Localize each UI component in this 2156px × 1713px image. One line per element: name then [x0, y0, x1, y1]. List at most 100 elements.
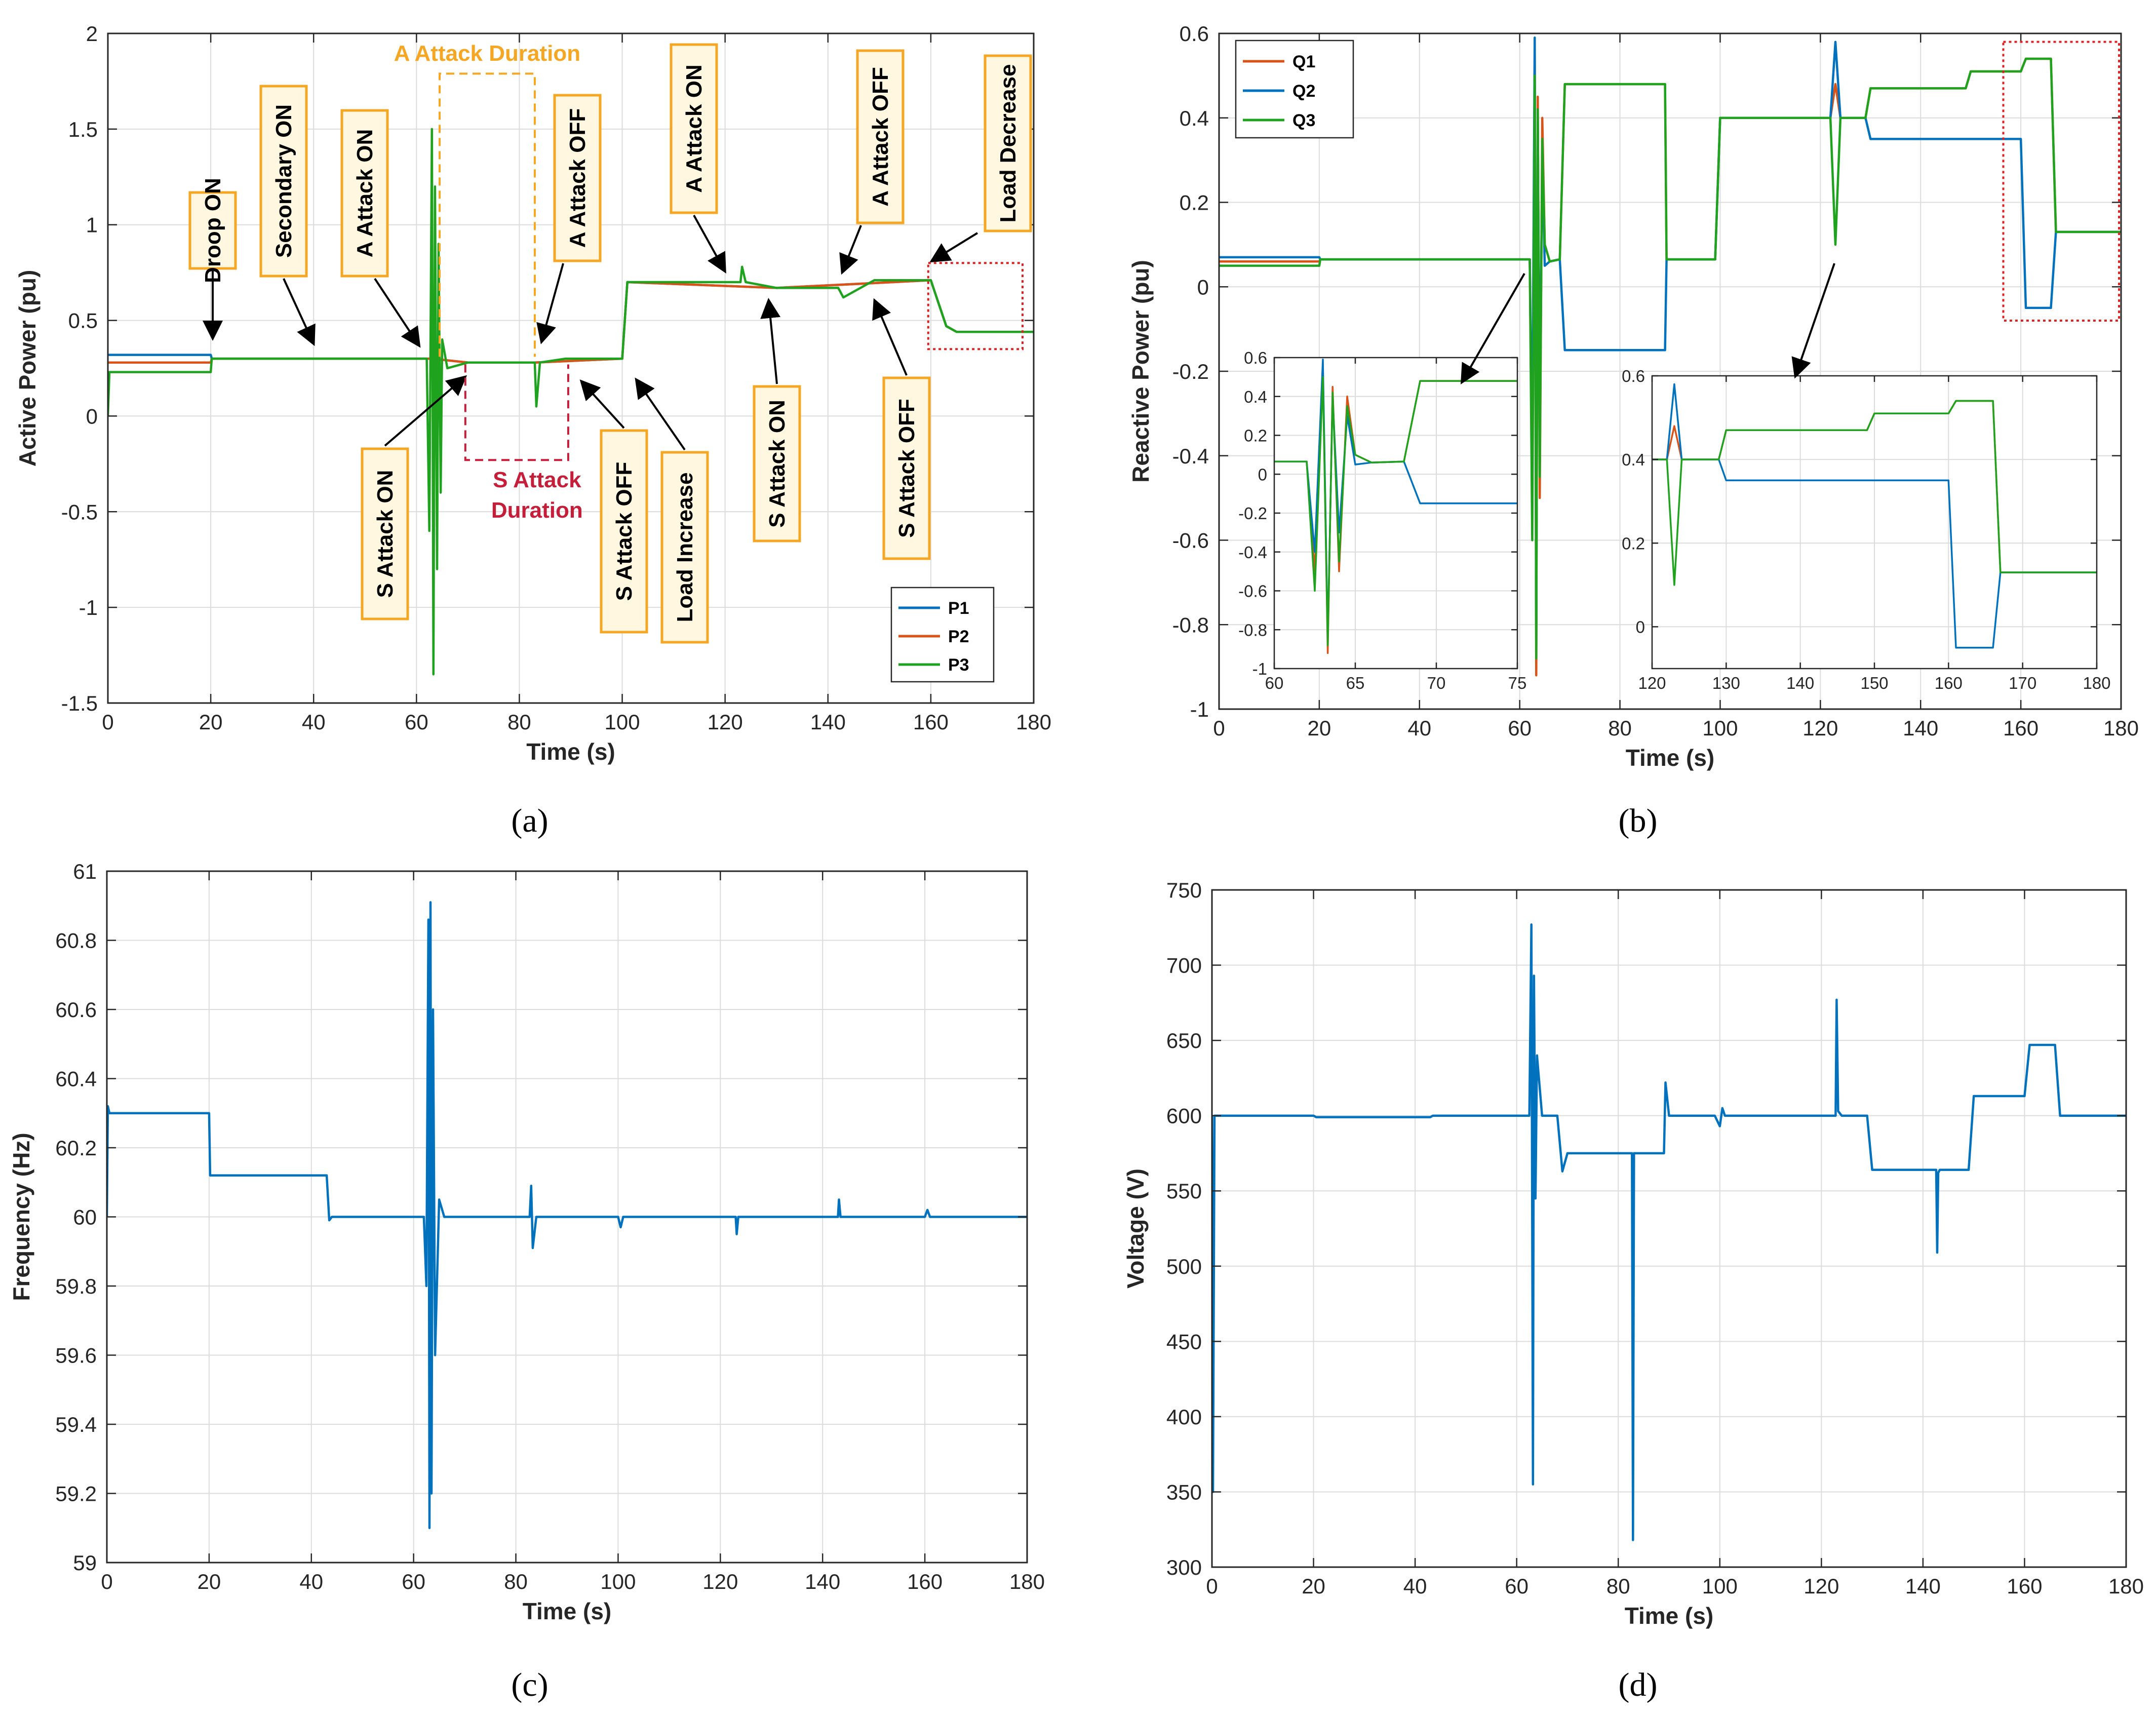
annotation-label: A Attack OFF [565, 108, 590, 248]
y-tick-label: 59.6 [55, 1344, 97, 1368]
y-tick-label: -0.2 [1172, 360, 1209, 383]
annotation-label: Droop ON [201, 178, 225, 283]
y-tick-label: -0.5 [61, 500, 98, 524]
annotation-label: S Attack OFF [894, 399, 919, 538]
x-tick-label: 170 [2009, 674, 2036, 692]
x-axis-label: Time (s) [1626, 745, 1715, 771]
y-tick-label: 0 [86, 404, 98, 428]
x-tick-label: 40 [1403, 1574, 1427, 1598]
legend-label-q1: Q1 [1292, 52, 1315, 71]
y-axis-label: Active Power (pu) [14, 270, 41, 467]
y-tick-label: 0.4 [1180, 106, 1209, 130]
annotation-label: S Attack OFF [612, 462, 637, 601]
series-line-q3 [1652, 400, 2097, 586]
y-tick-label: -0.8 [1172, 613, 1209, 637]
y-tick-label: 61 [73, 860, 97, 883]
annotation-label: Load Increase [673, 473, 697, 622]
legend-label-q3: Q3 [1292, 111, 1315, 130]
x-tick-label: 100 [1702, 1574, 1738, 1598]
panel-caption: (d) [1619, 1666, 1658, 1703]
x-tick-label: 0 [102, 710, 113, 734]
annotation-box [984, 54, 1032, 232]
annotation-arrow [635, 377, 686, 451]
panel-caption: (b) [1619, 802, 1658, 839]
y-tick-label: 0.6 [1622, 367, 1645, 385]
y-tick-label: 0.5 [68, 309, 98, 333]
y-tick-label: 0.2 [1180, 191, 1209, 215]
x-tick-label: 0 [1206, 1574, 1218, 1598]
annotation-arrow [536, 263, 564, 344]
annotation-box [340, 109, 389, 278]
annotation-label: S Attack ON [373, 470, 398, 598]
annotation-arrow [579, 379, 625, 429]
x-tick-label: 60 [1505, 1574, 1528, 1598]
y-tick-label: 0.2 [1622, 534, 1645, 553]
y-tick-label: 300 [1166, 1555, 1202, 1579]
inset-panel-late-response: 120 130 140 150 160 170 180 0 0.2 0.4 0.6 [1622, 367, 2110, 692]
annotation-arrow [839, 225, 862, 275]
x-tick-label: 180 [2103, 716, 2139, 740]
y-tick-label: 1 [86, 213, 98, 237]
y-tick-label: -0.4 [1172, 444, 1209, 468]
s-attack-duration-bracket [464, 364, 569, 461]
annotation-label: A Attack OFF [868, 67, 893, 206]
y-tick-label: 0 [1636, 617, 1645, 636]
y-tick-label: 59 [73, 1551, 97, 1575]
x-tick-label: 120 [1638, 674, 1666, 692]
x-tick-label: 60 [402, 1570, 425, 1593]
x-tick-label: 160 [2007, 1574, 2042, 1598]
annotation-arrow [1791, 263, 1835, 379]
y-tick-label: -0.6 [1172, 529, 1209, 553]
x-tick-label: 80 [1606, 1574, 1630, 1598]
legend-label-p3: P3 [948, 655, 969, 675]
y-tick-label: 650 [1166, 1029, 1202, 1053]
annotation-box [553, 94, 602, 262]
annotation-arrow [693, 215, 726, 274]
x-tick-label: 130 [1712, 674, 1740, 692]
x-tick-label: 100 [605, 710, 640, 734]
annotation-arrow [374, 278, 421, 348]
annotation-label: Load Decrease [996, 64, 1021, 222]
series-line-q3 [1274, 376, 1517, 646]
y-axis-label: Frequency (Hz) [8, 1133, 34, 1301]
x-tick-label: 40 [1407, 716, 1431, 740]
x-axis-label: Time (s) [1625, 1603, 1714, 1629]
series-line-p3 [108, 128, 1034, 676]
y-tick-label: 600 [1166, 1104, 1202, 1128]
x-tick-label: 60 [405, 710, 428, 734]
y-tick-label: 0 [1197, 275, 1209, 299]
annotation-arrow [1461, 273, 1525, 384]
x-tick-label: 60 [1265, 674, 1284, 692]
axes-background [1212, 890, 2126, 1567]
panel-caption: (a) [511, 802, 548, 839]
y-tick-label: -0.8 [1238, 620, 1267, 639]
y-tick-label: 450 [1166, 1330, 1202, 1353]
s-attack-duration-label: Duration [491, 498, 583, 523]
y-tick-label: 59.4 [55, 1413, 97, 1436]
y-tick-label: -1 [79, 596, 98, 619]
y-tick-label: 400 [1166, 1405, 1202, 1429]
y-tick-label: 750 [1166, 878, 1202, 902]
y-tick-label: 0.6 [1180, 22, 1209, 46]
legend-label-q2: Q2 [1292, 82, 1315, 101]
x-tick-label: 80 [507, 710, 531, 734]
x-tick-label: 180 [1016, 710, 1051, 734]
y-tick-label: 60.4 [55, 1067, 97, 1091]
x-tick-label: 40 [299, 1570, 323, 1593]
inset-panel-early-transient: 60 65 70 75 -1 -0.8 -0.6 -0.4 -0.2 0 0.2 0.4 0.6 [1238, 348, 1526, 692]
x-tick-label: 160 [907, 1570, 943, 1593]
y-tick-label: 350 [1166, 1480, 1202, 1504]
x-tick-label: 160 [913, 710, 949, 734]
annotation-label: S Attack ON [765, 400, 790, 528]
a-attack-duration-bracket [439, 72, 536, 357]
axes-frame [1211, 889, 2127, 1568]
x-tick-label: 20 [1302, 1574, 1325, 1598]
y-tick-label: 60.8 [55, 929, 97, 953]
x-tick-label: 120 [1804, 1574, 1839, 1598]
annotation-label: A Attack ON [352, 129, 377, 257]
chart-panel-c: 0 20 40 60 80 100 120 140 160 180 59 59.2 59.4 59.6 59… [8, 860, 1045, 1703]
axes-frame [107, 32, 1035, 704]
x-tick-label: 0 [101, 1570, 112, 1593]
annotation-box [361, 447, 409, 620]
